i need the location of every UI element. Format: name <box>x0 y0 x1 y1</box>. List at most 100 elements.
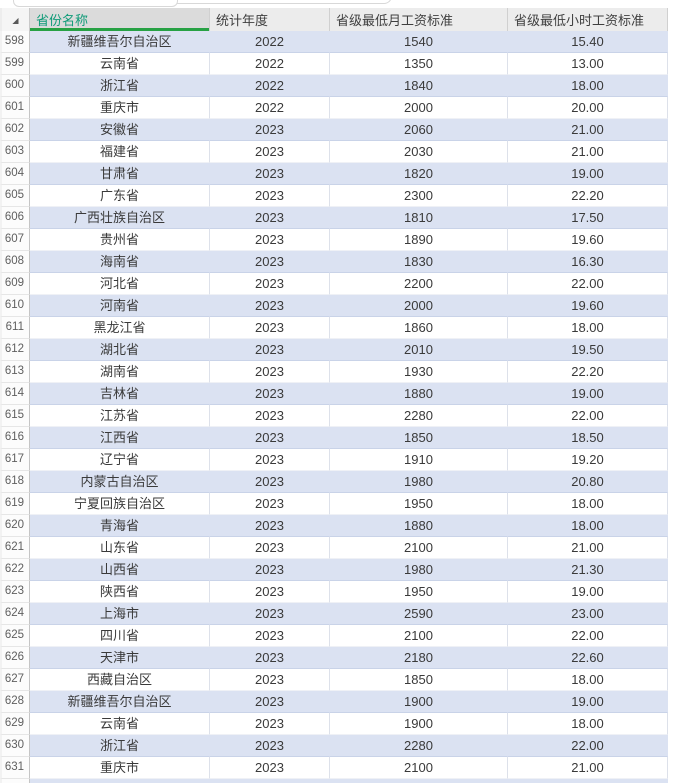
cell-monthly-wage[interactable]: 2100 <box>330 625 508 647</box>
cell-year[interactable]: 2023 <box>210 581 330 603</box>
cell-monthly-wage[interactable]: 1980 <box>330 471 508 493</box>
cell-province[interactable]: 甘肃省 <box>30 163 210 185</box>
cell-monthly-wage[interactable]: 1850 <box>330 427 508 449</box>
cell-hourly-wage[interactable]: 21.00 <box>508 757 668 779</box>
cell-hourly-wage[interactable]: 22.00 <box>508 405 668 427</box>
cell-hourly-wage[interactable]: 18.00 <box>508 493 668 515</box>
row-number[interactable]: 630 <box>0 735 30 757</box>
row-number[interactable]: 622 <box>0 559 30 581</box>
cell-province[interactable]: 海南省 <box>30 251 210 273</box>
cell-hourly-wage[interactable]: 22.20 <box>508 361 668 383</box>
cell-year[interactable]: 2023 <box>210 207 330 229</box>
cell-hourly-wage[interactable]: 19.60 <box>508 229 668 251</box>
column-header-hourly-wage[interactable]: 省级最低小时工资标准 <box>508 8 668 31</box>
cell-province[interactable]: 山西省 <box>30 559 210 581</box>
cell-province[interactable]: 上海市 <box>30 603 210 625</box>
cell-hourly-wage[interactable]: 22.00 <box>508 735 668 757</box>
row-number[interactable]: 598 <box>0 31 30 53</box>
row-number[interactable]: 626 <box>0 647 30 669</box>
cell-province[interactable]: 湖南省 <box>30 361 210 383</box>
column-header-year[interactable]: 统计年度 <box>210 8 330 31</box>
cell-year[interactable]: 2023 <box>210 735 330 757</box>
cell-year[interactable]: 2023 <box>210 647 330 669</box>
row-number[interactable]: 627 <box>0 669 30 691</box>
cell-province[interactable]: 重庆市 <box>30 757 210 779</box>
cell-monthly-wage[interactable]: 1350 <box>330 53 508 75</box>
row-number[interactable]: 629 <box>0 713 30 735</box>
row-number[interactable]: 621 <box>0 537 30 559</box>
cell-hourly-wage[interactable]: 18.00 <box>508 713 668 735</box>
cell-hourly-wage[interactable]: 18.50 <box>508 427 668 449</box>
cell-year[interactable]: 2023 <box>210 119 330 141</box>
cell-province[interactable]: 贵州省 <box>30 229 210 251</box>
cell-year[interactable]: 2023 <box>210 295 330 317</box>
cell-year[interactable]: 2023 <box>210 713 330 735</box>
row-number[interactable]: 620 <box>0 515 30 537</box>
cell-province[interactable]: 新疆维吾尔自治区 <box>30 691 210 713</box>
cell-monthly-wage[interactable]: 1950 <box>330 493 508 515</box>
row-number[interactable]: 599 <box>0 53 30 75</box>
cell-monthly-wage[interactable]: 2000 <box>330 295 508 317</box>
cell-hourly-wage[interactable]: 18.00 <box>508 515 668 537</box>
cell-monthly-wage[interactable]: 1980 <box>330 559 508 581</box>
row-number[interactable]: 611 <box>0 317 30 339</box>
cell-hourly-wage[interactable]: 21.00 <box>508 141 668 163</box>
cell-year[interactable]: 2023 <box>210 185 330 207</box>
column-header-monthly-wage[interactable]: 省级最低月工资标准 <box>330 8 508 31</box>
cell-year[interactable]: 2022 <box>210 53 330 75</box>
cell-province[interactable]: 安徽省 <box>30 119 210 141</box>
cell-hourly-wage[interactable]: 22.20 <box>508 185 668 207</box>
cell-year[interactable]: 2023 <box>210 625 330 647</box>
cell-year[interactable]: 2023 <box>210 757 330 779</box>
cell-year[interactable]: 2023 <box>210 449 330 471</box>
cell-monthly-wage[interactable]: 1880 <box>330 515 508 537</box>
cell-province[interactable]: 浙江省 <box>30 735 210 757</box>
cell-hourly-wage[interactable]: 19.60 <box>508 295 668 317</box>
row-number[interactable]: 617 <box>0 449 30 471</box>
row-number[interactable]: 624 <box>0 603 30 625</box>
column-header-province[interactable]: 省份名称 <box>30 8 210 31</box>
cell-monthly-wage[interactable]: 2010 <box>330 339 508 361</box>
cell-year[interactable]: 2023 <box>210 163 330 185</box>
cell-province[interactable]: 山东省 <box>30 537 210 559</box>
cell-monthly-wage[interactable]: 2280 <box>330 735 508 757</box>
row-number[interactable]: 619 <box>0 493 30 515</box>
cell-year[interactable]: 2023 <box>210 141 330 163</box>
cell-hourly-wage[interactable]: 19.20 <box>508 449 668 471</box>
cell-province[interactable]: 湖北省 <box>30 339 210 361</box>
cell-monthly-wage[interactable]: 1860 <box>330 317 508 339</box>
cell-province[interactable]: 四川省 <box>30 625 210 647</box>
cell-hourly-wage[interactable]: 18.00 <box>508 669 668 691</box>
row-number[interactable]: 614 <box>0 383 30 405</box>
row-number[interactable]: 601 <box>0 97 30 119</box>
row-number[interactable]: 628 <box>0 691 30 713</box>
cell-monthly-wage[interactable]: 1930 <box>330 361 508 383</box>
cell-monthly-wage[interactable]: 1820 <box>330 163 508 185</box>
row-number[interactable]: 604 <box>0 163 30 185</box>
cell-monthly-wage[interactable]: 2100 <box>330 537 508 559</box>
cell-year[interactable]: 2023 <box>210 537 330 559</box>
cell-year[interactable]: 2023 <box>210 427 330 449</box>
cell-year[interactable]: 2023 <box>210 603 330 625</box>
row-number[interactable]: 600 <box>0 75 30 97</box>
row-number[interactable]: 612 <box>0 339 30 361</box>
cell-hourly-wage[interactable]: 19.00 <box>508 163 668 185</box>
cell-hourly-wage[interactable]: 16.30 <box>508 251 668 273</box>
cell-monthly-wage[interactable]: 1890 <box>330 229 508 251</box>
cell-monthly-wage[interactable]: 2030 <box>330 141 508 163</box>
cell-year[interactable]: 2023 <box>210 559 330 581</box>
cell-hourly-wage[interactable]: 13.00 <box>508 53 668 75</box>
cell-hourly-wage[interactable]: 19.00 <box>508 383 668 405</box>
cell-province[interactable]: 浙江省 <box>30 75 210 97</box>
cell-province[interactable]: 西藏自治区 <box>30 669 210 691</box>
cell-year[interactable]: 2023 <box>210 691 330 713</box>
cell-hourly-wage[interactable]: 20.00 <box>508 97 668 119</box>
cell-monthly-wage[interactable]: 2100 <box>330 757 508 779</box>
cell-province[interactable]: 广西壮族自治区 <box>30 207 210 229</box>
cell-province[interactable]: 吉林省 <box>30 383 210 405</box>
cell-year[interactable]: 2022 <box>210 75 330 97</box>
cell-year[interactable]: 2023 <box>210 229 330 251</box>
cell-monthly-wage[interactable]: 1900 <box>330 713 508 735</box>
cell-hourly-wage[interactable]: 18.00 <box>508 75 668 97</box>
cell-hourly-wage[interactable]: 19.50 <box>508 339 668 361</box>
